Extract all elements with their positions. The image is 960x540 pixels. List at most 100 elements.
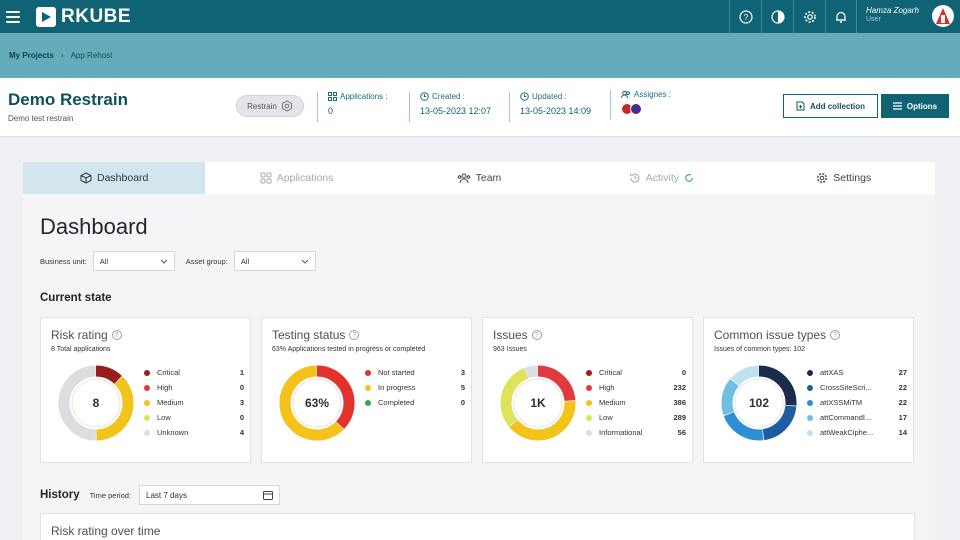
asset-group-select[interactable]: All	[233, 251, 316, 271]
legend-value: 289	[673, 413, 686, 422]
legend-item: In progress 5	[365, 380, 465, 395]
legend: Critical 0 High 232 Medium 386 Low 289 Informati…	[586, 365, 686, 440]
legend-value: 17	[898, 413, 907, 422]
legend-item: attCommandI... 17	[807, 410, 907, 425]
legend-value: 22	[898, 398, 907, 407]
tab-activity-label: Activity	[645, 172, 679, 184]
help-icon[interactable]: ?	[729, 0, 761, 33]
created-value: 13-05-2023 12:07	[420, 106, 492, 116]
legend-label: attCommandI...	[820, 413, 872, 422]
issues-card: Issues? 963 Issues 1K Critical 0 High 232 Me…	[482, 317, 693, 463]
card-title: Testing status	[272, 328, 346, 342]
tab-dashboard-label: Dashboard	[97, 172, 149, 184]
legend-dot	[144, 399, 150, 406]
logo[interactable]: RKUBE	[36, 6, 131, 28]
legend-label: attXAS	[820, 368, 844, 377]
tab-settings[interactable]: Settings	[753, 162, 935, 194]
user-role: User	[866, 16, 881, 23]
risk-over-time-card: Risk rating over time	[40, 513, 915, 540]
donut-segment[interactable]	[279, 365, 355, 441]
legend-item: Critical 1	[144, 365, 244, 380]
donut-segment[interactable]	[721, 365, 797, 441]
gear-icon[interactable]	[793, 0, 825, 33]
legend-item: Completed 0	[365, 395, 465, 410]
business-unit-label: Business unit:	[40, 256, 87, 266]
risk-donut-chart	[58, 365, 134, 441]
add-collection-label: Add collection	[809, 101, 866, 111]
legend-value: 22	[898, 383, 907, 392]
tab-settings-label: Settings	[833, 172, 872, 184]
contrast-icon[interactable]	[761, 0, 793, 33]
legend-dot	[586, 384, 592, 391]
legend-item: Low 289	[586, 410, 686, 425]
add-collection-button[interactable]: Add collection	[783, 94, 878, 118]
legend-dot	[586, 399, 592, 406]
bell-icon[interactable]	[825, 0, 857, 33]
help-icon[interactable]: ?	[349, 330, 360, 340]
assignee-avatars[interactable]	[621, 103, 671, 115]
card-subtitle: 963 Issues	[493, 346, 527, 353]
legend-value: 56	[677, 428, 686, 437]
cube-icon	[80, 172, 92, 184]
avatar[interactable]	[932, 5, 954, 27]
legend-label: Not started	[378, 368, 415, 377]
help-icon[interactable]: ?	[111, 330, 122, 340]
donut-segment[interactable]	[500, 365, 576, 441]
tab-team[interactable]: Team	[388, 162, 570, 194]
donut-segment[interactable]	[58, 365, 134, 441]
legend-dot	[586, 414, 592, 421]
legend-label: Informational	[599, 428, 643, 437]
legend-item: attXAS 27	[807, 365, 907, 380]
top-bar: RKUBE ? Hamza Zogarh User	[0, 0, 960, 33]
meta-applications: Applications : 0	[317, 92, 388, 122]
legend-label: High	[157, 383, 173, 392]
donut-segment[interactable]	[58, 365, 134, 441]
legend-dot	[807, 369, 813, 376]
help-icon[interactable]: ?	[531, 330, 542, 340]
logo-icon	[36, 6, 56, 27]
project-type-chip: Restrain	[236, 95, 304, 117]
donut-segment[interactable]	[500, 365, 576, 441]
issues-donut-chart	[500, 365, 576, 441]
clock-icon	[420, 92, 429, 101]
legend: attXAS 27 CrossSiteScri... 22 attXSSMiTM 22 at…	[807, 365, 907, 440]
time-period-select[interactable]: Last 7 days	[139, 485, 281, 505]
legend-item: Not started 3	[365, 365, 465, 380]
applications-value: 0	[328, 106, 334, 116]
legend-value: 14	[898, 428, 907, 437]
refresh-icon	[685, 174, 693, 182]
breadcrumb-my-projects[interactable]: My Projects	[9, 51, 54, 60]
user-info[interactable]: Hamza Zogarh User	[866, 6, 919, 23]
updated-value: 13-05-2023 14:09	[520, 106, 592, 116]
tab-dashboard[interactable]: Dashboard	[23, 162, 206, 194]
donut-segment[interactable]	[58, 365, 134, 441]
legend-value: 4	[239, 428, 244, 437]
business-unit-value: All	[99, 256, 109, 266]
tab-activity[interactable]: Activity	[570, 162, 752, 194]
time-period-value: Last 7 days	[146, 490, 187, 500]
add-collection-icon	[796, 101, 805, 111]
user-name: Hamza Zogarh	[866, 6, 919, 15]
donut-center-value: 102	[748, 396, 770, 410]
list-icon	[892, 102, 902, 110]
donut-segment[interactable]	[721, 365, 797, 441]
history-title: History	[40, 489, 80, 501]
donut-segment[interactable]	[721, 365, 797, 441]
project-subtitle: Demo test restrain	[8, 114, 74, 123]
assignee-avatar[interactable]	[630, 103, 642, 115]
business-unit-select[interactable]: All	[92, 251, 175, 271]
tab-applications[interactable]: Applications	[205, 162, 387, 194]
risk-over-time-title: Risk rating over time	[51, 524, 161, 538]
tab-bar: Dashboard Applications Team Activity Set…	[23, 162, 935, 194]
legend-item: High 232	[586, 380, 686, 395]
options-button[interactable]: Options	[881, 94, 949, 118]
legend-dot	[807, 384, 813, 391]
legend-dot	[144, 384, 150, 391]
help-icon[interactable]: ?	[830, 330, 841, 340]
donut-segment[interactable]	[500, 365, 576, 441]
menu-icon[interactable]	[6, 10, 20, 23]
breadcrumb-current: App Rehost	[70, 51, 113, 60]
donut-segment[interactable]	[279, 365, 355, 441]
testing-donut-chart	[279, 365, 355, 441]
legend-value: 0	[239, 383, 244, 392]
